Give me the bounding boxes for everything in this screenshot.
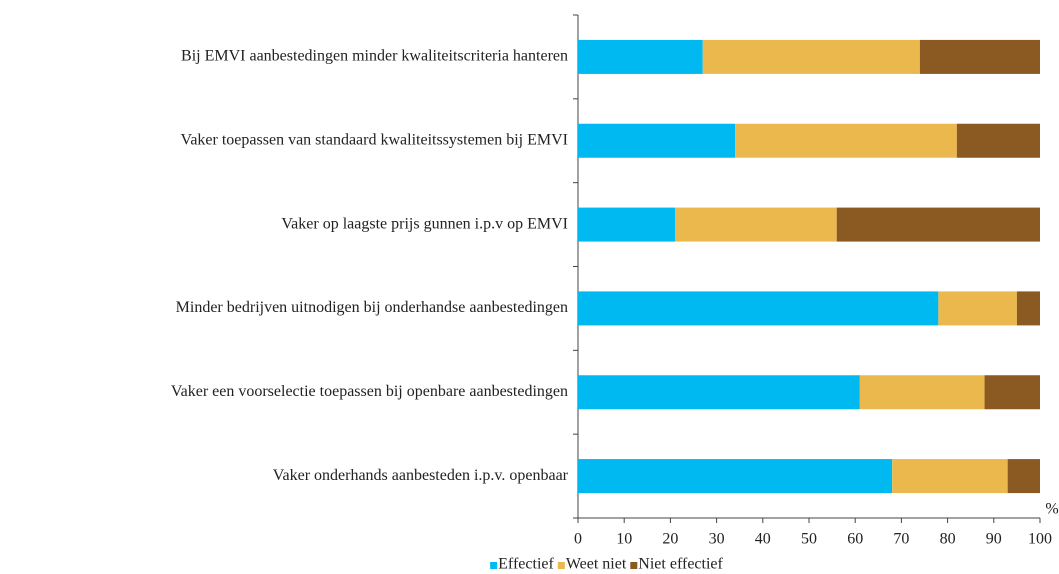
bar (735, 123, 957, 158)
x-tick-label: 60 (847, 531, 863, 548)
legend-label: Effectief (498, 556, 554, 573)
legend-swatch (490, 562, 498, 569)
legend-swatch (557, 562, 565, 569)
bar (892, 459, 1008, 494)
bar (938, 291, 1017, 326)
y-tick-label: Minder bedrijven uitnodigen bij onderhan… (176, 299, 568, 316)
x-tick-label: 40 (755, 531, 771, 548)
y-tick-label: Vaker een voorselectie toepassen bij ope… (171, 383, 568, 400)
x-axis-label: % (1045, 501, 1058, 518)
bar (578, 39, 703, 74)
legend-label: Weet niet (566, 556, 627, 573)
y-tick-label: Vaker toepassen van standaard kwaliteits… (181, 131, 568, 148)
bar (702, 39, 920, 74)
bar (1016, 291, 1040, 326)
x-tick-label: 80 (940, 531, 956, 548)
y-tick-label: Vaker onderhands aanbesteden i.p.v. open… (273, 467, 569, 484)
x-tick-label: 50 (801, 531, 817, 548)
bar (578, 375, 860, 410)
bar (578, 123, 736, 158)
x-tick-label: 100 (1028, 531, 1052, 548)
x-tick-label: 30 (709, 531, 725, 548)
bar (578, 207, 676, 242)
y-tick-label: Bij EMVI aanbestedingen minder kwaliteit… (181, 48, 568, 65)
x-tick-label: 0 (574, 531, 582, 548)
bar (956, 123, 1040, 158)
bar (919, 39, 1040, 74)
bar (578, 459, 893, 494)
bar (984, 375, 1040, 410)
bar (578, 291, 939, 326)
x-tick-label: 20 (662, 531, 678, 548)
bar (675, 207, 837, 242)
y-tick-label: Vaker op laagste prijs gunnen i.p.v op E… (281, 215, 568, 232)
x-tick-label: 90 (986, 531, 1002, 548)
legend-label: Niet effectief (638, 556, 723, 573)
bar (859, 375, 985, 410)
x-tick-label: 10 (616, 531, 632, 548)
bar (836, 207, 1040, 242)
x-tick-label: 70 (893, 531, 909, 548)
bar (1007, 459, 1040, 494)
legend-swatch (630, 562, 638, 569)
